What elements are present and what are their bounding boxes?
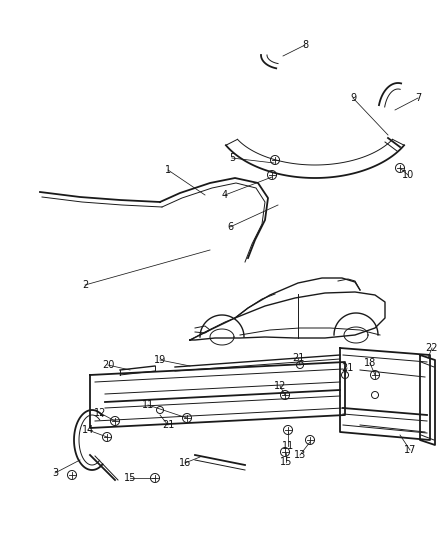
Text: 15: 15 (279, 457, 292, 467)
Text: 7: 7 (414, 93, 420, 103)
Text: 6: 6 (226, 222, 233, 232)
Text: 18: 18 (363, 358, 375, 368)
Text: 16: 16 (178, 458, 191, 468)
Text: 19: 19 (154, 355, 166, 365)
Text: 11: 11 (281, 441, 293, 451)
Text: 5: 5 (228, 153, 235, 163)
Text: 20: 20 (102, 360, 114, 370)
Text: 8: 8 (301, 40, 307, 50)
Text: 12: 12 (94, 408, 106, 418)
Text: 1: 1 (165, 165, 171, 175)
Text: 21: 21 (291, 353, 304, 363)
Text: 13: 13 (293, 450, 305, 460)
Text: 10: 10 (401, 170, 413, 180)
Text: 21: 21 (162, 420, 174, 430)
Text: 17: 17 (403, 445, 415, 455)
Text: 22: 22 (425, 343, 437, 353)
Text: 2: 2 (82, 280, 88, 290)
Text: 4: 4 (222, 190, 228, 200)
Text: 9: 9 (349, 93, 355, 103)
Text: 14: 14 (82, 425, 94, 435)
Text: 21: 21 (340, 363, 353, 373)
Text: 12: 12 (273, 381, 286, 391)
Text: 15: 15 (124, 473, 136, 483)
Text: 3: 3 (52, 468, 58, 478)
Text: 11: 11 (141, 400, 154, 410)
